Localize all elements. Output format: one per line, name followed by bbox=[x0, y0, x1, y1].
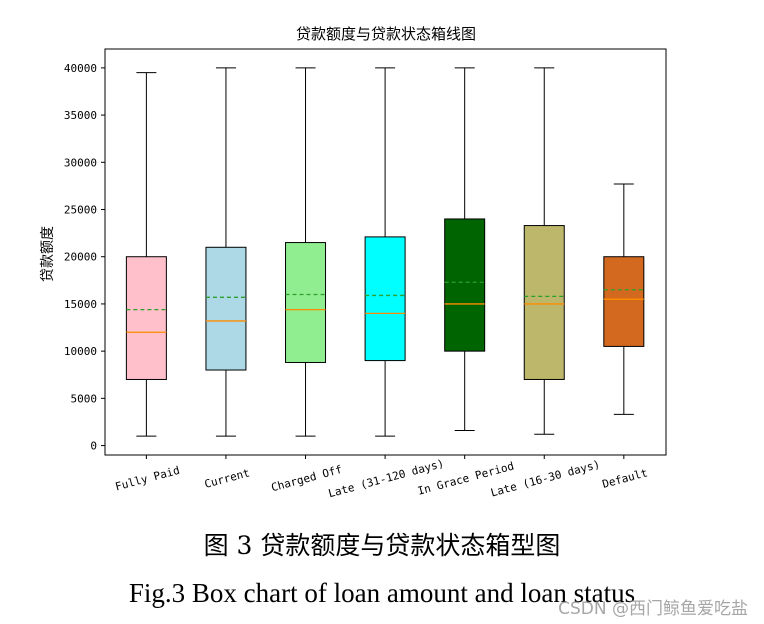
y-tick-label: 40000 bbox=[64, 62, 97, 75]
x-tick-label: Fully Paid bbox=[114, 464, 181, 494]
box-iqr bbox=[364, 236, 406, 362]
y-tick-label: 35000 bbox=[64, 109, 97, 122]
box-iqr bbox=[523, 225, 565, 380]
y-axis-label: 贷款额度 bbox=[40, 226, 56, 282]
y-tick-label: 20000 bbox=[64, 251, 97, 264]
watermark: CSDN @西门鲸鱼爱吃盐 bbox=[558, 599, 748, 619]
y-axis-ticks: 0 5000 10000 15000 20000 25000 30000 35000 40000 bbox=[64, 62, 105, 453]
y-tick-label: 30000 bbox=[64, 156, 97, 169]
box-4 bbox=[444, 67, 486, 431]
box-iqr bbox=[125, 256, 167, 380]
y-tick-label: 5000 bbox=[71, 392, 98, 405]
figure-caption-english: Fig.3 Box chart of loan amount and loan … bbox=[128, 578, 636, 608]
x-tick-label: Current bbox=[203, 466, 251, 491]
box-chart: 贷款额度与贷款状态箱线图 贷款额度 0 5000 10000 15000 20000 25… bbox=[40, 25, 667, 500]
x-tick-label: Default bbox=[601, 466, 649, 491]
y-tick-label: 0 bbox=[90, 440, 97, 453]
box-series bbox=[125, 67, 645, 437]
box-iqr bbox=[603, 256, 645, 347]
box-5 bbox=[523, 67, 565, 435]
box-1 bbox=[205, 67, 247, 437]
y-tick-label: 10000 bbox=[64, 345, 97, 358]
box-0 bbox=[125, 72, 167, 437]
box-iqr bbox=[444, 218, 486, 352]
y-tick-label: 15000 bbox=[64, 298, 97, 311]
y-tick-label: 25000 bbox=[64, 204, 97, 217]
figure-caption-chinese: 图 3 贷款额度与贷款状态箱型图 bbox=[203, 531, 561, 560]
chart-title: 贷款额度与贷款状态箱线图 bbox=[296, 25, 476, 43]
box-6 bbox=[603, 183, 645, 415]
box-3 bbox=[364, 67, 406, 437]
box-iqr bbox=[205, 246, 247, 371]
box-iqr bbox=[285, 242, 327, 363]
box-2 bbox=[285, 67, 327, 437]
